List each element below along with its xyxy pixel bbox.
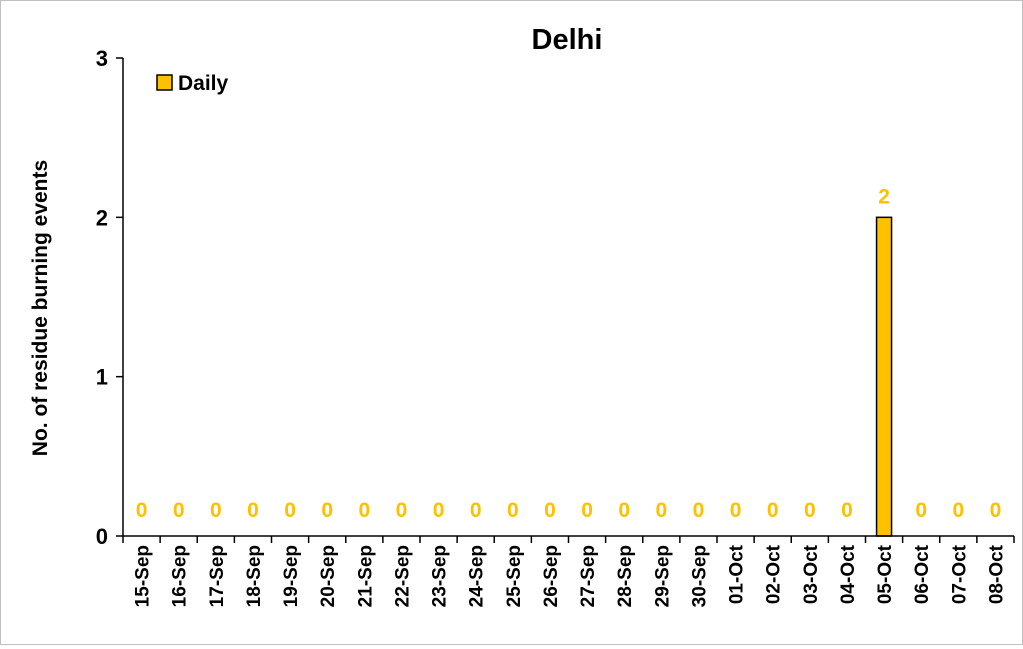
y-axis-label: No. of residue burning events <box>29 160 52 456</box>
x-tick-label: 15-Sep <box>133 545 154 607</box>
x-tick-label: 16-Sep <box>170 545 191 607</box>
y-tick-label: 3 <box>96 46 108 71</box>
x-tick-label: 28-Sep <box>615 545 636 607</box>
data-label: 2 <box>878 185 890 208</box>
y-tick-label: 0 <box>96 524 108 549</box>
bar-group <box>875 216 893 537</box>
data-label: 0 <box>841 499 853 522</box>
x-tick-label: 03-Oct <box>801 544 822 604</box>
x-tick-label: 18-Sep <box>244 545 265 607</box>
data-label: 0 <box>990 499 1002 522</box>
data-label: 0 <box>136 499 148 522</box>
y-tick-label: 1 <box>96 365 108 390</box>
data-label-group: 0 0 0 0 0 0 0 0 0 0 0 0 0 0 0 0 0 0 0 0 2 0 0 0 <box>136 185 1002 522</box>
x-tick-label: 06-Oct <box>912 544 933 604</box>
x-tick-label: 26-Sep <box>541 545 562 607</box>
x-tick-label: 02-Oct <box>764 544 785 604</box>
chart-title: Delhi <box>532 24 603 56</box>
data-label: 0 <box>358 499 370 522</box>
data-label: 0 <box>507 499 519 522</box>
data-label: 0 <box>581 499 593 522</box>
data-label: 0 <box>396 499 408 522</box>
legend-label: Daily <box>178 72 229 95</box>
x-tick-label: 08-Oct <box>986 544 1007 604</box>
data-label: 0 <box>544 499 556 522</box>
data-label: 0 <box>247 499 259 522</box>
data-label: 0 <box>284 499 296 522</box>
data-label: 0 <box>321 499 333 522</box>
x-tick-label: 01-Oct <box>727 544 748 604</box>
legend-swatch <box>156 74 173 91</box>
data-label: 0 <box>655 499 667 522</box>
x-tick-label: 21-Sep <box>355 545 376 607</box>
data-label: 0 <box>618 499 630 522</box>
x-tick-label: 23-Sep <box>430 545 451 607</box>
x-tick-group: 15-Sep 16-Sep 17-Sep 18-Sep 19-Sep 20-Sep 21-S… <box>122 536 1015 607</box>
x-tick-label: 30-Sep <box>689 545 710 607</box>
x-tick-label: 07-Oct <box>949 544 970 604</box>
data-label: 0 <box>693 499 705 522</box>
data-label: 0 <box>915 499 927 522</box>
x-tick-label: 27-Sep <box>578 545 599 607</box>
y-tick-label: 2 <box>96 205 108 230</box>
data-label: 0 <box>433 499 445 522</box>
x-tick-label: 29-Sep <box>652 545 673 607</box>
data-label: 0 <box>173 499 185 522</box>
data-label: 0 <box>804 499 816 522</box>
legend: Daily <box>156 72 229 95</box>
x-tick-label: 05-Oct <box>875 544 896 604</box>
x-tick-label: 24-Sep <box>467 545 488 607</box>
x-tick-label: 04-Oct <box>838 544 859 604</box>
x-tick-label: 22-Sep <box>392 545 413 607</box>
data-label: 0 <box>767 499 779 522</box>
x-tick-label: 17-Sep <box>207 545 228 607</box>
data-label: 0 <box>952 499 964 522</box>
x-tick-label: 19-Sep <box>281 545 302 607</box>
y-tick-group: 0 1 2 3 <box>96 46 123 549</box>
data-label: 0 <box>730 499 742 522</box>
bar <box>875 216 893 537</box>
x-tick-label: 20-Sep <box>318 545 339 607</box>
data-label: 0 <box>470 499 482 522</box>
x-tick-label: 25-Sep <box>504 545 525 607</box>
data-label: 0 <box>210 499 222 522</box>
